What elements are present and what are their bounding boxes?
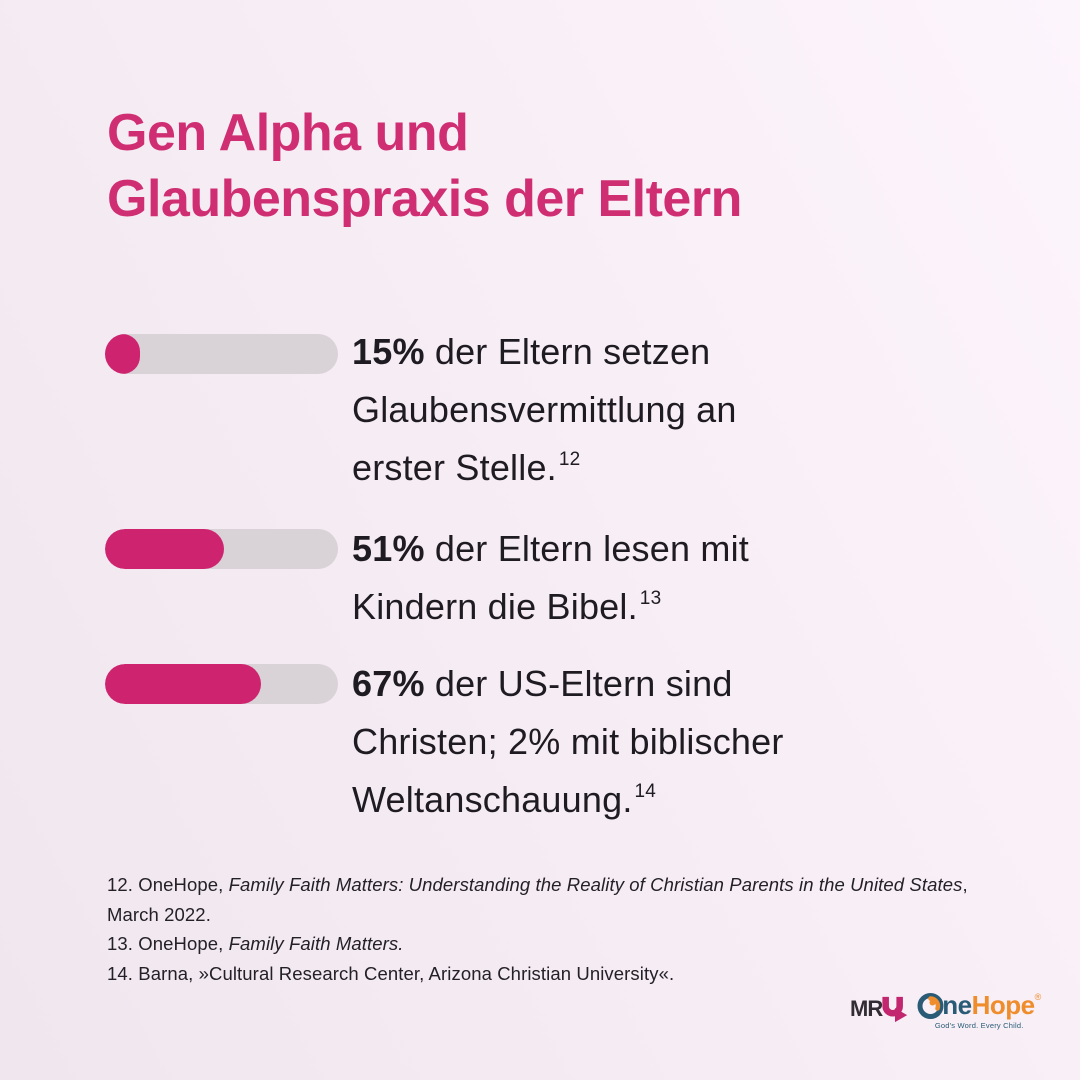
stat-line: 67% der US-Eltern sind [352, 655, 832, 713]
onehope-flame-o-icon [917, 993, 944, 1019]
footnote-text: 13. OneHope, [107, 933, 229, 954]
footnote-work-title: Family Faith Matters. [228, 933, 404, 954]
stat-line: Weltanschauung. 14 [352, 771, 832, 829]
page-title-line2: Glaubenspraxis der Eltern [107, 170, 742, 228]
progress-bar-67 [105, 664, 338, 704]
onehope-one-text: ne [942, 990, 972, 1020]
stat-text-51: 51% der Eltern lesen mit Kindern die Bib… [352, 520, 832, 636]
progress-bar-15-fill [105, 334, 140, 374]
stat-line: 51% der Eltern lesen mit [352, 520, 832, 578]
stat-line: Christen; 2% mit biblischer [352, 713, 832, 771]
stat-line-text: der Eltern setzen [424, 331, 711, 372]
stat-line-text: erster Stelle. [352, 447, 557, 488]
registered-mark-icon: ® [1034, 992, 1042, 1002]
stat-line-text: der US-Eltern sind [424, 663, 733, 704]
stat-percent: 67% [352, 663, 425, 704]
stat-line: Kindern die Bibel. 13 [352, 578, 832, 636]
stat-line-text: Kindern die Bibel. [352, 586, 638, 627]
page-title: Gen Alpha und Glaubenspraxis der Eltern [107, 100, 742, 232]
footnote-text: 14. Barna, »Cultural Research Center, Ar… [107, 962, 675, 984]
progress-bar-15 [105, 334, 338, 374]
stat-line-text: Christen; 2% mit biblischer [352, 721, 784, 762]
stat-percent: 51% [352, 528, 425, 569]
stat-line-text: der Eltern lesen mit [424, 528, 749, 569]
footnote-ref: 14 [634, 781, 657, 802]
logo-row: MR ne Hope ® God's Word. Every Child. [850, 992, 1041, 1038]
footnotes: 12. OneHope, Family Faith Matters: Under… [107, 870, 1012, 988]
mr-play-icon [882, 996, 908, 1023]
progress-bar-51 [105, 529, 338, 569]
progress-bar-51-fill [105, 529, 224, 569]
footnote-ref: 12 [558, 449, 581, 470]
onehope-wordmark: ne Hope ® [917, 992, 1041, 1019]
footnote-ref: 13 [639, 588, 662, 609]
onehope-logo: ne Hope ® God's Word. Every Child. [917, 992, 1041, 1030]
stat-text-67: 67% der US-Eltern sind Christen; 2% mit … [352, 655, 832, 829]
onehope-hope-text: Hope [971, 990, 1036, 1020]
footnote-text: 12. OneHope, [107, 874, 229, 895]
stat-line: Glaubensvermittlung an [352, 381, 832, 439]
footnote-13: 13. OneHope, Family Faith Matters. [107, 929, 1012, 959]
stat-line: 15% der Eltern setzen [352, 323, 832, 381]
stat-percent: 15% [352, 331, 425, 372]
progress-bar-67-fill [105, 664, 262, 704]
stat-line-text: Weltanschauung. [352, 779, 633, 820]
footnote-12: 12. OneHope, Family Faith Matters: Under… [107, 870, 1012, 929]
page-title-line1: Gen Alpha und [107, 104, 469, 162]
mr-logo: MR [850, 996, 909, 1025]
stat-line-text: Glaubensvermittlung an [352, 389, 737, 430]
footnote-text: , March 2022. [107, 874, 968, 925]
mr-logo-text: MR [850, 996, 883, 1021]
stat-line: erster Stelle. 12 [352, 439, 832, 497]
footnote-14: 14. Barna, »Cultural Research Center, Ar… [107, 959, 1012, 989]
footnote-work-title: Family Faith Matters: Understanding the … [228, 874, 963, 895]
onehope-tagline: God's Word. Every Child. [934, 1021, 1024, 1030]
stat-text-15: 15% der Eltern setzen Glaubensvermittlun… [352, 323, 832, 497]
